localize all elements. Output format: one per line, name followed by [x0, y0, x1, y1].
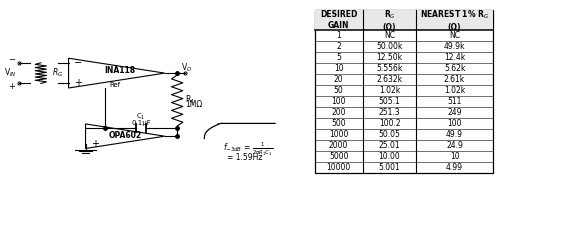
Text: 1: 1: [336, 31, 341, 40]
Text: = 1.59Hz: = 1.59Hz: [227, 153, 263, 161]
Text: +: +: [74, 78, 82, 88]
Text: 251.3: 251.3: [379, 108, 400, 117]
Text: 50.00k: 50.00k: [376, 42, 403, 51]
Text: 511: 511: [447, 97, 462, 106]
Text: 1.02k: 1.02k: [444, 86, 465, 95]
Text: 1.02k: 1.02k: [379, 86, 400, 95]
Text: −: −: [91, 124, 99, 134]
Text: 5.556k: 5.556k: [376, 64, 403, 73]
Text: NC: NC: [384, 31, 395, 40]
Text: INA118: INA118: [104, 66, 135, 75]
Text: OPA602: OPA602: [108, 130, 142, 140]
Text: −: −: [9, 55, 15, 64]
Text: V$_{IN}$: V$_{IN}$: [3, 67, 16, 79]
Text: 12.50k: 12.50k: [376, 53, 403, 62]
Text: 2000: 2000: [329, 141, 348, 150]
Text: 12.4k: 12.4k: [444, 53, 465, 62]
Text: R$_G$
(Ω): R$_G$ (Ω): [383, 8, 396, 32]
Text: 10.00: 10.00: [379, 152, 400, 161]
Text: 25.01: 25.01: [379, 141, 400, 150]
Text: 200: 200: [331, 108, 346, 117]
Text: 50.05: 50.05: [379, 130, 400, 139]
Text: 249: 249: [447, 108, 462, 117]
Text: 5.62k: 5.62k: [444, 64, 466, 73]
Text: 100: 100: [447, 119, 462, 128]
Text: 5000: 5000: [329, 152, 348, 161]
Text: 100.2: 100.2: [379, 119, 400, 128]
Text: 5.001: 5.001: [379, 163, 400, 172]
Text: 49.9: 49.9: [446, 130, 463, 139]
Text: 10: 10: [334, 64, 344, 73]
Text: 2: 2: [336, 42, 341, 51]
Text: 49.9k: 49.9k: [444, 42, 466, 51]
Text: $f_{-3dB}$ = $\frac{1}{2\pi R_1 C_1}$: $f_{-3dB}$ = $\frac{1}{2\pi R_1 C_1}$: [223, 141, 273, 158]
Text: 100: 100: [331, 97, 346, 106]
Text: NEAREST 1% R$_G$
(Ω): NEAREST 1% R$_G$ (Ω): [420, 8, 489, 32]
Text: 2.632k: 2.632k: [376, 75, 403, 84]
Text: NC: NC: [449, 31, 460, 40]
Text: −: −: [74, 58, 82, 68]
Bar: [315, 10, 493, 30]
Text: 50: 50: [334, 86, 344, 95]
Bar: [315, 10, 493, 173]
Text: 10000: 10000: [327, 163, 351, 172]
Text: +: +: [9, 82, 15, 91]
Text: 20: 20: [334, 75, 344, 84]
Text: 24.9: 24.9: [446, 141, 463, 150]
Text: 1MΩ: 1MΩ: [185, 100, 202, 109]
Text: R$_1$: R$_1$: [185, 93, 196, 106]
Text: 1000: 1000: [329, 130, 348, 139]
Text: 2.61k: 2.61k: [444, 75, 465, 84]
Text: V$_O$: V$_O$: [180, 62, 192, 74]
Text: 500: 500: [331, 119, 346, 128]
Text: +: +: [91, 139, 99, 149]
Text: C$_1$: C$_1$: [137, 112, 146, 122]
Text: DESIRED
GAIN: DESIRED GAIN: [320, 10, 357, 30]
Text: 0.1µF: 0.1µF: [132, 120, 151, 126]
Text: 4.99: 4.99: [446, 163, 463, 172]
Text: 505.1: 505.1: [379, 97, 400, 106]
Text: 10: 10: [450, 152, 459, 161]
Text: Ref: Ref: [110, 82, 121, 88]
Text: R$_G$: R$_G$: [52, 67, 64, 79]
Text: 5: 5: [336, 53, 341, 62]
